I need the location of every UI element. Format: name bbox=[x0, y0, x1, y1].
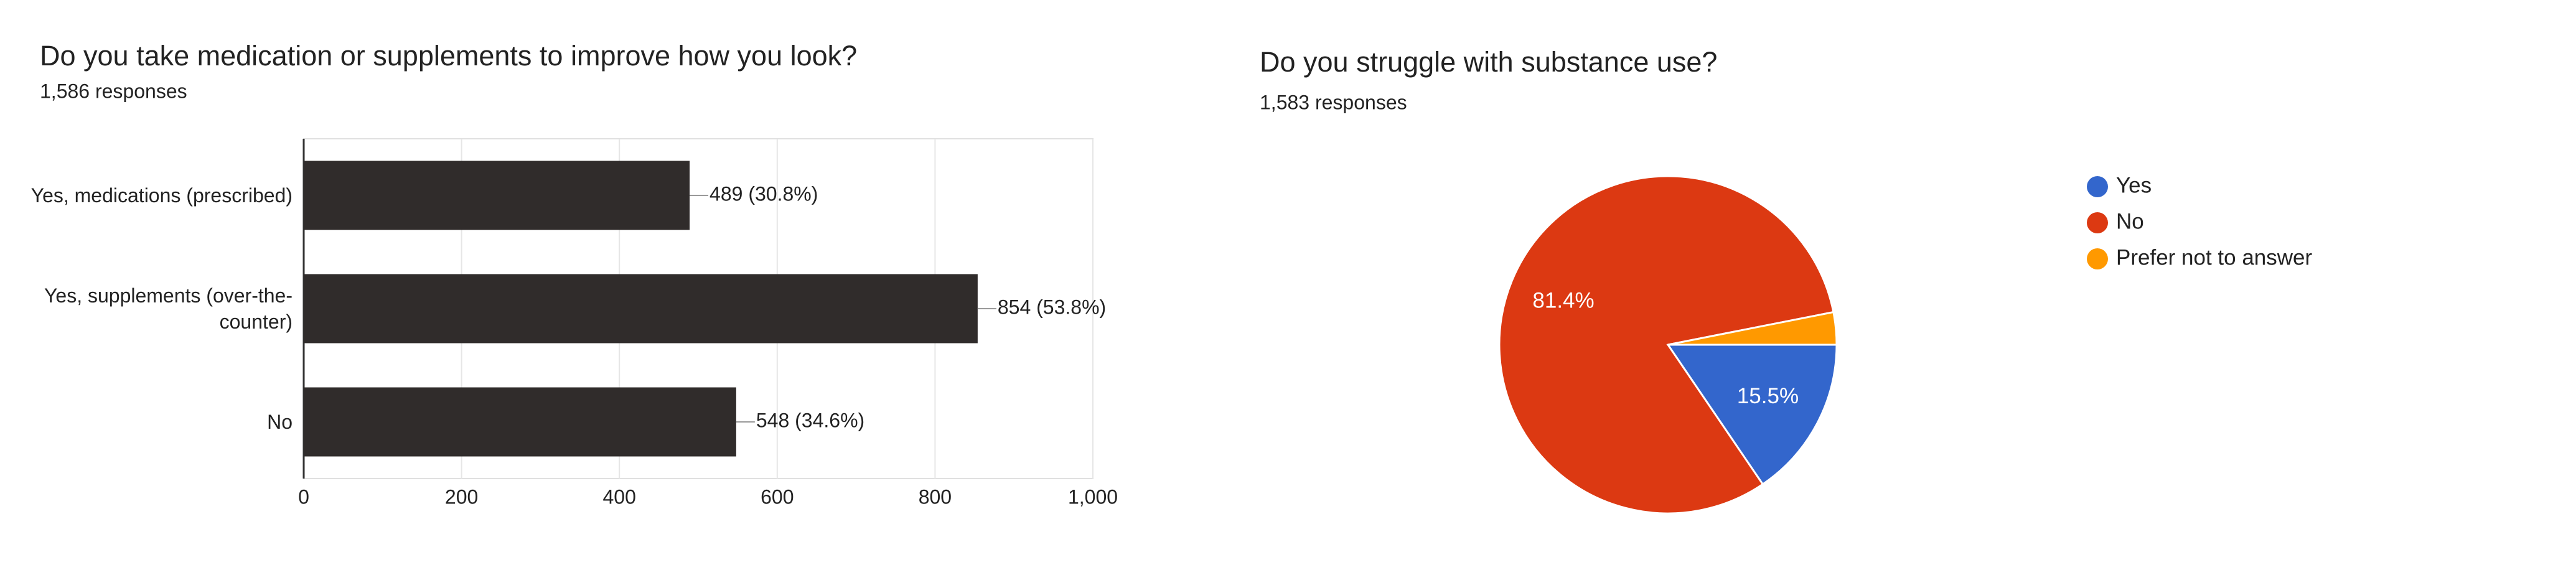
chart-subtitle: 1,586 responses bbox=[40, 80, 187, 102]
legend-marker bbox=[2087, 212, 2108, 233]
x-tick-label: 400 bbox=[603, 485, 636, 508]
slice-label: 81.4% bbox=[1532, 288, 1594, 312]
value-label: 489 (30.8%) bbox=[710, 182, 818, 205]
y-tick-label: Yes, supplements (over-the-counter) bbox=[44, 284, 293, 333]
slice-label: 15.5% bbox=[1737, 384, 1799, 408]
x-tick-label: 1,000 bbox=[1068, 485, 1118, 508]
legend-label: Yes bbox=[2116, 173, 2152, 197]
x-tick-label: 600 bbox=[761, 485, 794, 508]
chart-title: Do you take medication or supplements to… bbox=[40, 40, 857, 72]
y-tick-label: Yes, medications (prescribed) bbox=[30, 184, 293, 207]
pie-slice bbox=[1667, 311, 1838, 346]
legend-label: Prefer not to answer bbox=[2116, 245, 2312, 269]
legend-label: No bbox=[2116, 209, 2144, 233]
bar bbox=[304, 161, 690, 230]
chart-subtitle: 1,583 responses bbox=[1260, 91, 1407, 113]
chart-title: Do you struggle with substance use? bbox=[1260, 46, 1717, 78]
legend-marker bbox=[2087, 248, 2108, 269]
legend-marker bbox=[2087, 176, 2108, 197]
y-tick-label: No bbox=[267, 411, 293, 433]
bar bbox=[304, 274, 978, 344]
value-label: 548 (34.6%) bbox=[756, 409, 864, 431]
pie-slice bbox=[1498, 175, 1835, 515]
bar bbox=[304, 387, 736, 457]
x-tick-label: 0 bbox=[298, 485, 309, 508]
value-label: 854 (53.8%) bbox=[998, 296, 1106, 318]
pie-slice bbox=[1666, 344, 1838, 486]
x-tick-label: 200 bbox=[445, 485, 478, 508]
x-tick-label: 800 bbox=[919, 485, 952, 508]
